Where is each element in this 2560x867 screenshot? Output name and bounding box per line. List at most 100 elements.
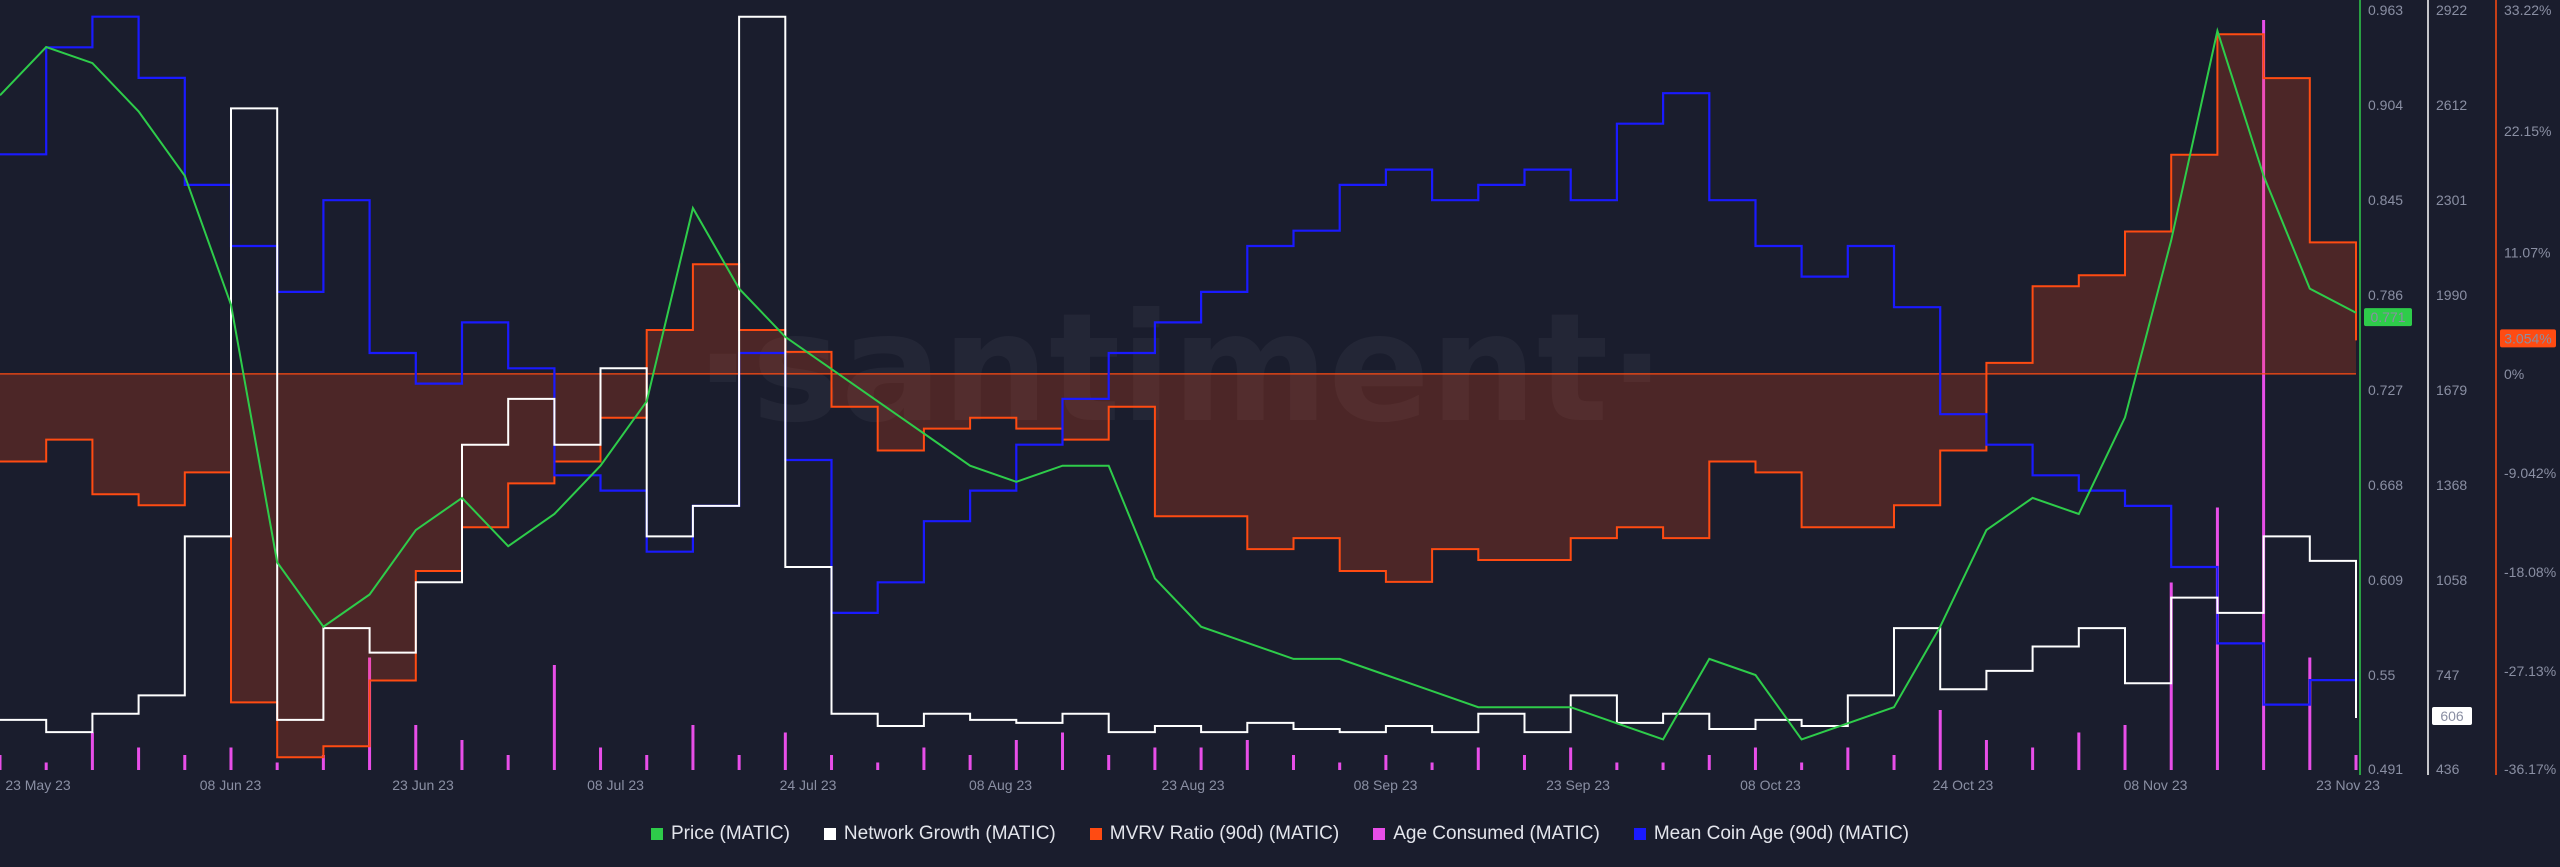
- age-consumed-bar: [1476, 747, 1480, 770]
- mvrv-tick-label: 0%: [2504, 366, 2524, 382]
- x-tick-label: 08 Sep 23: [1354, 777, 1418, 793]
- mvrv-tick-label: 33.22%: [2504, 2, 2551, 18]
- age-consumed-bar: [1291, 755, 1295, 770]
- age-consumed-bar: [737, 755, 741, 770]
- age-consumed-bar: [1569, 747, 1573, 770]
- mvrv-tick-label: 22.15%: [2504, 123, 2551, 139]
- x-tick-label: 23 Nov 23: [2316, 777, 2380, 793]
- mvrv-tick-label: -27.13%: [2504, 663, 2556, 679]
- x-tick-label: 08 Oct 23: [1740, 777, 1801, 793]
- age-consumed-bar: [922, 747, 926, 770]
- age-consumed-bar: [1199, 747, 1203, 770]
- mvrv-tick-label: -18.08%: [2504, 564, 2556, 580]
- age-consumed-bar: [2123, 725, 2127, 770]
- network-growth-badge-bg: [2432, 707, 2472, 726]
- legend-item[interactable]: Mean Coin Age (90d) (MATIC): [1633, 823, 1909, 845]
- age-consumed-bar: [321, 755, 325, 770]
- legend-label: Age Consumed (MATIC): [1393, 823, 1600, 844]
- network-growth-line: [0, 15, 2357, 734]
- mvrv-area: [0, 34, 2356, 758]
- age-consumed-bar: [1753, 747, 1757, 770]
- age-consumed-bar: [1061, 732, 1065, 770]
- age-consumed-bar: [1938, 710, 1942, 770]
- x-tick-label: 08 Jul 23: [587, 777, 644, 793]
- legend-item[interactable]: Price (MATIC): [650, 823, 790, 845]
- legend-label: MVRV Ratio (90d) (MATIC): [1109, 823, 1340, 844]
- price-badge-bg: [2364, 308, 2412, 327]
- x-tick-label: 08 Nov 23: [2124, 777, 2188, 793]
- watermark: ·santiment·: [695, 282, 1666, 456]
- legend-swatch: [1089, 828, 1102, 840]
- price-tick-label: 0.786: [2368, 287, 2403, 303]
- x-tick-label: 24 Jul 23: [780, 777, 837, 793]
- age-consumed-bar: [1107, 755, 1111, 770]
- age-consumed-bar: [229, 747, 233, 770]
- legend-label: Network Growth (MATIC): [843, 823, 1056, 844]
- age-consumed-bar: [2262, 20, 2266, 770]
- legend-label: Price (MATIC): [670, 823, 790, 844]
- legend-item[interactable]: Age Consumed (MATIC): [1373, 823, 1600, 845]
- age-consumed-bar: [2354, 755, 2358, 770]
- x-tick-label: 23 Aug 23: [1161, 777, 1224, 793]
- age-consumed-bar: [1384, 755, 1388, 770]
- network_growth-tick-label: 1368: [2436, 477, 2467, 493]
- age-consumed-bar: [968, 755, 972, 770]
- legend-label: Mean Coin Age (90d) (MATIC): [1653, 823, 1909, 844]
- age-consumed-bar: [1615, 762, 1619, 770]
- x-tick-label: 08 Aug 23: [969, 777, 1032, 793]
- age-consumed-bar: [137, 747, 141, 770]
- mvrv-line: [0, 33, 2357, 759]
- age-consumed-bar: [1522, 755, 1526, 770]
- network-growth-badge: 606: [2440, 708, 2464, 724]
- age-consumed-bar: [414, 725, 418, 770]
- network_growth-tick-label: 1990: [2436, 287, 2467, 303]
- network_growth-tick-label: 2922: [2436, 2, 2467, 18]
- price-tick-label: 0.727: [2368, 382, 2403, 398]
- age-consumed-bar: [1800, 762, 1804, 770]
- age-consumed-bar: [2077, 732, 2081, 770]
- age-consumed-bar: [1014, 740, 1018, 770]
- network_growth-tick-label: 2612: [2436, 97, 2467, 113]
- network_growth-tick-label: 2301: [2436, 192, 2467, 208]
- mvrv-badge: 3.054%: [2504, 330, 2551, 346]
- age-consumed-bar: [2031, 747, 2035, 770]
- age-consumed-bar: [1338, 762, 1342, 770]
- age-consumed-bar: [645, 755, 649, 770]
- age-consumed-bar: [876, 762, 880, 770]
- network_growth-tick-label: 747: [2436, 667, 2460, 683]
- network_growth-tick-label: 1679: [2436, 382, 2467, 398]
- price-badge: 0.771: [2370, 309, 2405, 325]
- age-consumed-bar: [460, 740, 464, 770]
- network_growth-tick-label: 436: [2436, 761, 2460, 777]
- x-tick-label: 08 Jun 23: [200, 777, 262, 793]
- age-consumed-bar: [1153, 747, 1157, 770]
- legend-item[interactable]: MVRV Ratio (90d) (MATIC): [1089, 823, 1340, 845]
- age-consumed-bar: [1661, 762, 1665, 770]
- age-consumed-bar: [44, 762, 48, 770]
- age-consumed-bar: [1245, 740, 1249, 770]
- price-line: [0, 27, 2357, 741]
- x-tick-label: 24 Oct 23: [1933, 777, 1994, 793]
- age-consumed-bar: [506, 755, 510, 770]
- age-consumed-bar: [1984, 740, 1988, 770]
- legend-item[interactable]: Network Growth (MATIC): [823, 823, 1056, 845]
- age-consumed-bar: [275, 762, 279, 770]
- legend-swatch: [1633, 828, 1646, 840]
- mvrv-tick-label: -9.042%: [2504, 465, 2556, 481]
- x-tick-label: 23 May 23: [5, 777, 71, 793]
- age-consumed-bar: [1892, 755, 1896, 770]
- mvrv-tick-label: -36.17%: [2504, 761, 2556, 777]
- age-consumed-bar: [0, 755, 2, 770]
- chart-legend: Price (MATIC) Network Growth (MATIC) MVRV …: [0, 818, 2560, 850]
- age-consumed-bar: [691, 725, 695, 770]
- age-consumed-bar: [1846, 747, 1850, 770]
- mean-coin-age-line: [0, 15, 2358, 706]
- age-consumed-bar: [783, 732, 787, 770]
- legend-swatch: [650, 828, 663, 840]
- legend-swatch: [823, 828, 836, 840]
- price-tick-label: 0.609: [2368, 572, 2403, 588]
- age-consumed-bar: [599, 747, 603, 770]
- price-tick-label: 0.55: [2368, 667, 2395, 683]
